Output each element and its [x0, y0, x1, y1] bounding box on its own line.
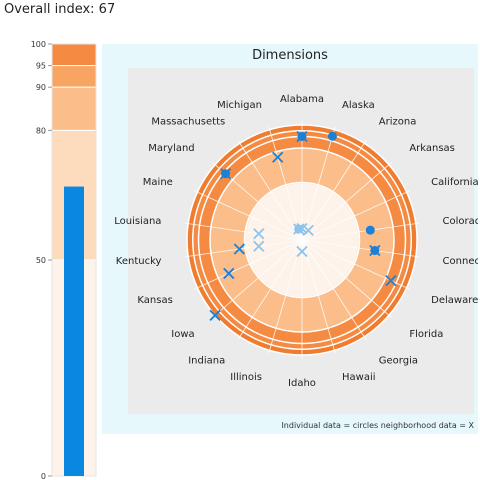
spoke [301, 140, 367, 241]
gauge-tick-label: 100 [31, 40, 46, 49]
gauge-tick-label: 0 [41, 472, 46, 480]
spoke [301, 222, 420, 241]
overall-index-gauge: 100 95 90 80 50 0 [31, 40, 97, 480]
neighborhood-point [253, 240, 265, 252]
neighborhood-point [223, 267, 235, 280]
category-label: Delaware [431, 295, 478, 306]
gauge-tick-label: 90 [36, 83, 46, 92]
category-label: Connecticut [443, 256, 478, 267]
category-spokes [184, 121, 420, 359]
gauge-band-2 [51, 86, 97, 131]
spoke [184, 239, 303, 258]
spoke [268, 239, 303, 354]
neighborhood-point [233, 243, 246, 255]
neighborhood-point [272, 151, 284, 163]
neighborhood-point [296, 222, 308, 235]
category-labels: Alabama Alaska Arizona Arkansas California Co… [114, 94, 478, 389]
gauge-tick-label: 50 [36, 256, 46, 265]
category-label: Illinois [230, 372, 262, 383]
individual-point [327, 131, 337, 141]
spoke [301, 239, 336, 354]
legend-caption: Individual data = circles neighborhood d… [281, 421, 474, 430]
category-label: Alabama [280, 94, 324, 105]
spoke [301, 239, 392, 318]
category-label: Georgia [379, 355, 418, 366]
category-label: Arkansas [409, 143, 455, 154]
neighborhood-point [209, 309, 221, 321]
category-label: Arizona [379, 117, 417, 128]
gauge-tick-label: 80 [36, 126, 46, 135]
neighborhood-point [296, 245, 308, 258]
neighborhood-point [293, 223, 305, 235]
category-label: Louisiana [114, 216, 161, 227]
neighborhood-point [369, 244, 381, 257]
category-label: Kansas [137, 295, 172, 306]
gauge-tick-label: 95 [36, 62, 46, 71]
dimensions-title: Dimensions [252, 48, 328, 63]
spoke [301, 162, 392, 241]
gauge-band-1 [51, 65, 97, 88]
category-label: Michigan [217, 100, 262, 111]
spoke [212, 239, 303, 318]
neighborhood-point [219, 168, 232, 180]
overall-index-title: Overall index: 67 [4, 2, 116, 17]
category-label: Hawaii [342, 372, 376, 383]
category-label: Indiana [188, 355, 225, 366]
spoke [194, 239, 303, 290]
dimensions-polar-chart: Alabama Alaska Arizona Arkansas California Co… [114, 68, 478, 414]
neighborhood-point [302, 224, 314, 236]
category-label: Massachusetts [151, 117, 225, 128]
neighborhood-point [296, 130, 308, 143]
gauge-value-bar [64, 186, 84, 476]
category-label: Maryland [148, 143, 194, 154]
spoke [184, 222, 303, 241]
category-label: Kentucky [116, 256, 162, 267]
neighborhood-point [385, 274, 397, 287]
neighborhood-point [253, 228, 265, 240]
gauge-ticks: 100 95 90 80 50 0 [31, 40, 52, 480]
spoke [237, 140, 303, 241]
spoke [301, 190, 410, 241]
category-label: Idaho [288, 378, 316, 389]
category-label: Alaska [342, 100, 375, 111]
spoke [194, 190, 303, 241]
individual-point [365, 225, 375, 235]
spoke [268, 126, 303, 241]
gauge-band-0 [51, 43, 97, 67]
category-label: Colorado [443, 216, 478, 227]
dimensions-panel: Dimensions Alabama Alaska Arizona Arkansas C… [102, 44, 478, 434]
category-label: Maine [143, 177, 173, 188]
spoke [237, 239, 303, 340]
spoke [301, 239, 420, 258]
category-label: Iowa [171, 329, 194, 340]
category-label: California [431, 177, 478, 188]
category-label: Florida [409, 329, 443, 340]
spoke [301, 239, 367, 340]
spoke [301, 126, 336, 241]
data-markers [209, 130, 397, 321]
